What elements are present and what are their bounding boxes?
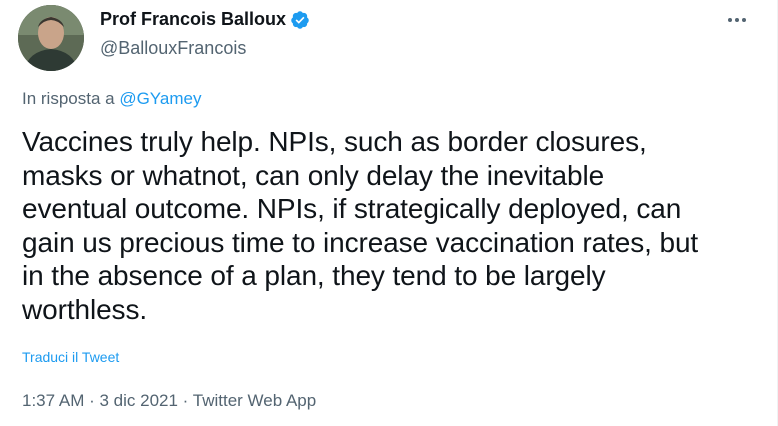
reply-prefix: In risposta a xyxy=(22,89,120,108)
reply-context: In risposta a @GYamey xyxy=(22,89,201,109)
tweet-source-link[interactable]: Twitter Web App xyxy=(192,391,317,410)
more-dot xyxy=(728,18,732,22)
author-name-row[interactable]: Prof Francois Balloux xyxy=(100,9,310,30)
tweet-time-link[interactable]: 1:37 AM xyxy=(22,391,85,410)
more-dot xyxy=(742,18,746,22)
meta-separator: · xyxy=(84,391,100,410)
more-dot xyxy=(735,18,739,22)
reply-mention-link[interactable]: @GYamey xyxy=(119,89,202,108)
verified-badge-icon xyxy=(290,10,310,30)
tweet-date-link[interactable]: 3 dic 2021 xyxy=(99,391,178,410)
author-handle[interactable]: @BallouxFrancois xyxy=(100,38,247,58)
tweet-metadata: 1:37 AM · 3 dic 2021 · Twitter Web App xyxy=(22,391,316,411)
avatar-image xyxy=(18,5,84,71)
tweet-text: Vaccines truly help. NPIs, such as borde… xyxy=(22,126,699,325)
author-display-name[interactable]: Prof Francois Balloux xyxy=(100,9,287,29)
avatar[interactable] xyxy=(18,5,84,71)
meta-separator: · xyxy=(177,391,193,410)
more-options-icon[interactable] xyxy=(723,8,751,32)
translate-tweet-link[interactable]: Traduci il Tweet xyxy=(22,349,120,365)
